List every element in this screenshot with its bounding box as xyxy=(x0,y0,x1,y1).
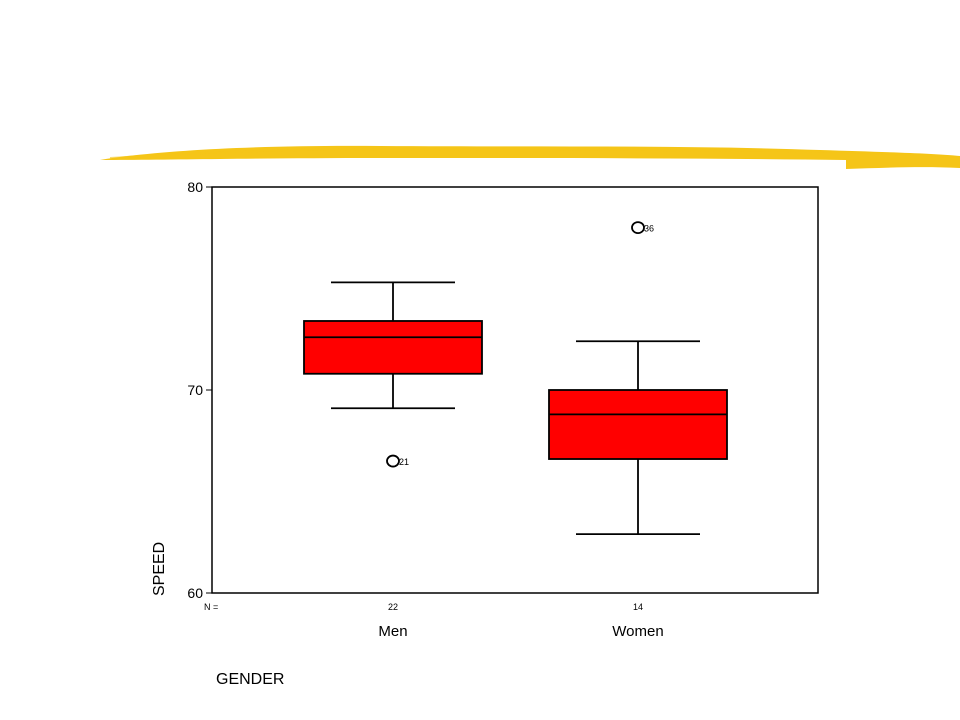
y-axis-ticks: 60 70 80 xyxy=(187,179,212,601)
boxplot-groups: 21 36 xyxy=(303,221,728,536)
y-tick-label: 70 xyxy=(187,382,203,398)
iqr-box xyxy=(303,320,483,375)
outlier-point xyxy=(386,454,400,468)
outlier-point xyxy=(631,221,645,235)
category-label-women: Women xyxy=(612,623,663,640)
outlier-label: 36 xyxy=(644,224,654,234)
y-tick-label: 60 xyxy=(187,585,203,601)
brush-stroke-band xyxy=(100,145,960,169)
yellow-brush-stroke xyxy=(100,145,960,169)
brush-stroke-edge xyxy=(109,147,959,159)
category-label-men: Men xyxy=(378,623,407,640)
boxplot-women: 36 xyxy=(548,221,728,536)
n-count-label: N = xyxy=(204,602,218,612)
group-n-count: 22 xyxy=(388,602,398,612)
y-tick-label: 80 xyxy=(187,179,203,195)
iqr-box xyxy=(548,389,728,460)
group-n-count: 14 xyxy=(633,602,643,612)
boxplot-men: 21 xyxy=(303,281,483,468)
y-axis-title: SPEED xyxy=(151,542,168,596)
category-labels: 22 Men 14 Women xyxy=(378,602,663,640)
outlier-label: 21 xyxy=(399,457,409,467)
x-axis-title: GENDER xyxy=(216,671,284,688)
